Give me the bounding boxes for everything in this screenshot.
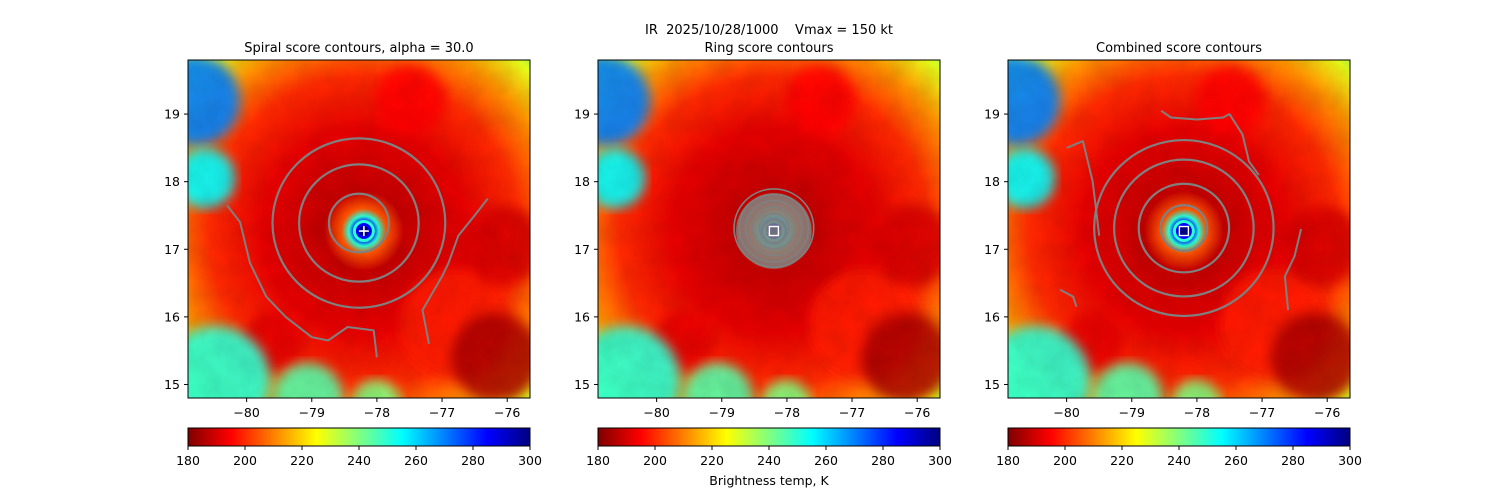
- x-tick-label: −78: [364, 405, 390, 420]
- x-tick-label: −78: [774, 405, 800, 420]
- colorbar-tick-label: 200: [1053, 453, 1077, 468]
- colorbar-tick-label: 180: [176, 453, 200, 468]
- x-tick-label: −76: [1314, 405, 1340, 420]
- contour-ring: [271, 137, 447, 309]
- heatmap-panel-1: [188, 60, 530, 398]
- eye-center: [1178, 226, 1189, 237]
- x-tick-label: −76: [494, 405, 520, 420]
- colorbar-tick-label: 280: [461, 453, 485, 468]
- contour-line: [1059, 288, 1078, 308]
- axes-frame: [187, 59, 531, 399]
- contour-ring: [1159, 204, 1209, 252]
- x-tick-label: −80: [643, 405, 669, 420]
- y-tick-label: 17: [574, 242, 590, 257]
- colorbar: [187, 427, 531, 447]
- colorbar-tick-label: 300: [1338, 453, 1362, 468]
- contour-line: [1066, 140, 1101, 236]
- x-tick-label: −78: [1184, 405, 1210, 420]
- figure-suptitle: IR 2025/10/28/1000 Vmax = 150 kt: [645, 23, 893, 38]
- x-tick-label: −80: [233, 405, 259, 420]
- colorbar-tick-label: 220: [290, 453, 314, 468]
- panel-title: Combined score contours: [1096, 41, 1262, 56]
- y-tick-label: 16: [164, 309, 180, 324]
- contour-line: [421, 197, 489, 345]
- contour-ring: [1093, 138, 1275, 318]
- colorbar-tick-label: 280: [871, 453, 895, 468]
- y-tick-label: 15: [574, 377, 590, 392]
- center-marker: [768, 225, 780, 237]
- colorbar-tick-label: 300: [518, 453, 542, 468]
- ring-score-core: [736, 193, 812, 269]
- x-tick-label: −77: [839, 405, 865, 420]
- contour-ring: [327, 192, 390, 254]
- y-tick-label: 19: [164, 107, 180, 122]
- heatmap-panel-3: [1008, 60, 1350, 398]
- y-tick-label: 16: [574, 309, 590, 324]
- y-tick-label: 17: [164, 242, 180, 257]
- colorbar-tick-label: 220: [1110, 453, 1134, 468]
- colorbar-tick-label: 260: [404, 453, 428, 468]
- y-tick-label: 17: [984, 242, 1000, 257]
- y-tick-label: 19: [984, 107, 1000, 122]
- colorbar-tick-label: 260: [814, 453, 838, 468]
- colorbar-tick-label: 260: [1224, 453, 1248, 468]
- colorbar-tick-label: 180: [586, 453, 610, 468]
- colorbar-tick-label: 240: [757, 453, 781, 468]
- heatmap-panel-2: [598, 60, 940, 398]
- y-tick-label: 19: [574, 107, 590, 122]
- colorbar-tick-label: 180: [996, 453, 1020, 468]
- colorbar-tick-label: 220: [700, 453, 724, 468]
- x-tick-label: −80: [1053, 405, 1079, 420]
- colorbar-label: Brightness temp, K: [709, 473, 829, 488]
- x-tick-label: −79: [709, 405, 735, 420]
- colorbar: [1007, 427, 1351, 447]
- colorbar-tick-label: 200: [233, 453, 257, 468]
- colorbar-tick-label: 200: [643, 453, 667, 468]
- panel-title: Spiral score contours, alpha = 30.0: [244, 41, 473, 56]
- contour-ring: [1137, 182, 1231, 274]
- x-tick-label: −77: [1249, 405, 1275, 420]
- axes-frame: [1007, 59, 1351, 399]
- contour-line: [1283, 228, 1303, 311]
- x-tick-label: −76: [904, 405, 930, 420]
- contour-line: [226, 204, 378, 358]
- y-tick-label: 18: [984, 174, 1000, 189]
- colorbar: [597, 427, 941, 447]
- y-tick-label: 16: [984, 309, 1000, 324]
- y-tick-label: 18: [164, 174, 180, 189]
- colorbar-tick-label: 240: [1167, 453, 1191, 468]
- contour-ring: [1113, 158, 1255, 298]
- y-tick-label: 18: [574, 174, 590, 189]
- colorbar-tick-label: 300: [928, 453, 952, 468]
- y-tick-label: 15: [984, 377, 1000, 392]
- x-tick-label: −79: [299, 405, 325, 420]
- contour-line: [1160, 109, 1260, 176]
- center-marker: [358, 226, 369, 237]
- axes-frame: [597, 59, 941, 399]
- y-tick-label: 15: [164, 377, 180, 392]
- contour-ring: [297, 163, 420, 283]
- x-tick-label: −77: [429, 405, 455, 420]
- x-tick-label: −79: [1119, 405, 1145, 420]
- colorbar-tick-label: 280: [1281, 453, 1305, 468]
- center-marker: [1178, 225, 1190, 237]
- panel-title: Ring score contours: [704, 41, 833, 56]
- colorbar-tick-label: 240: [347, 453, 371, 468]
